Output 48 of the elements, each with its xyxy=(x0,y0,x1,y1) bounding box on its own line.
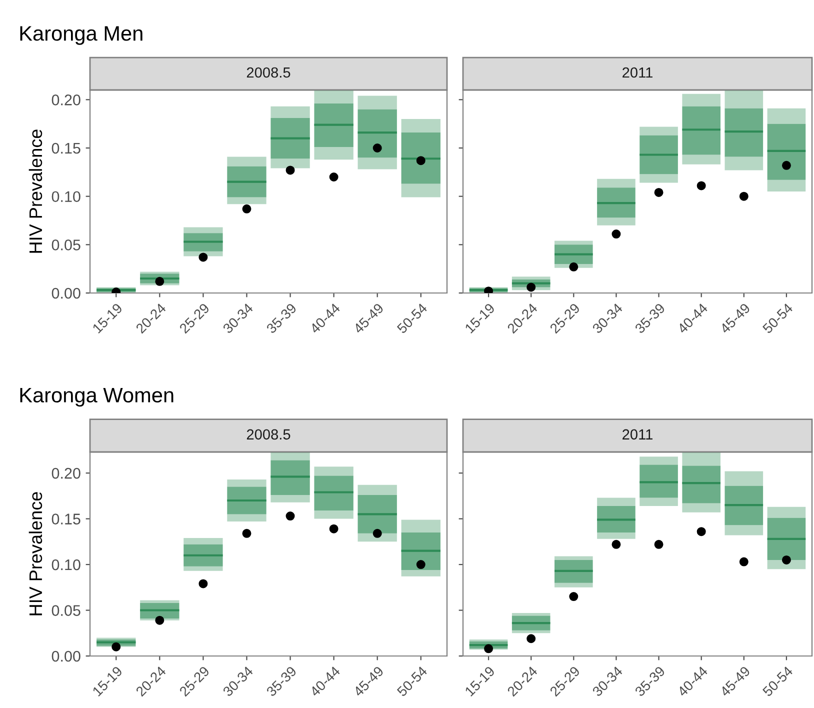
point xyxy=(416,560,426,570)
point xyxy=(372,528,382,538)
point xyxy=(739,557,748,566)
point xyxy=(198,579,208,588)
point xyxy=(612,540,621,549)
point xyxy=(739,192,748,201)
point xyxy=(526,634,536,644)
point xyxy=(612,230,621,239)
chart-title: Karonga Men xyxy=(20,26,142,45)
y-tick-label: 0.00 xyxy=(52,650,80,662)
y-tick-label: 0.10 xyxy=(52,559,80,570)
point xyxy=(654,540,664,549)
y-tick-label: 0.15 xyxy=(52,142,80,154)
point xyxy=(416,156,426,166)
y-tick-label: 0.05 xyxy=(52,240,80,250)
point xyxy=(329,172,338,182)
chart-subtitle: 2008.5 xyxy=(246,429,290,440)
point xyxy=(569,592,578,602)
y-tick-label: 0.10 xyxy=(52,191,80,202)
chart-subtitle: 2008.5 xyxy=(246,67,290,78)
point xyxy=(286,512,295,521)
y-tick-label: 0.05 xyxy=(52,605,80,616)
y-tick-label: 0.15 xyxy=(52,514,80,524)
point xyxy=(526,282,536,292)
y-tick-label: 0.20 xyxy=(52,94,80,106)
point xyxy=(696,527,706,536)
point xyxy=(329,524,338,534)
chart-subtitle: 2011 xyxy=(622,429,652,440)
point xyxy=(654,188,664,197)
y-tick-label: 0.00 xyxy=(52,288,80,299)
y-axis-title: HIV Prevalence xyxy=(28,130,42,253)
point xyxy=(112,642,121,652)
point xyxy=(372,144,382,152)
y-axis-title: HIV Prevalence xyxy=(28,492,42,616)
point xyxy=(782,160,791,170)
point xyxy=(696,181,706,190)
point xyxy=(155,616,164,625)
point xyxy=(782,555,791,564)
point xyxy=(198,252,208,262)
point xyxy=(155,276,164,286)
y-tick-label: 0.20 xyxy=(52,468,80,479)
point xyxy=(286,166,295,175)
chart-title: Karonga Women xyxy=(20,388,174,407)
chart-subtitle: 2011 xyxy=(622,67,652,78)
point xyxy=(242,528,252,538)
point xyxy=(242,204,252,214)
point xyxy=(569,262,578,272)
point xyxy=(484,644,494,654)
